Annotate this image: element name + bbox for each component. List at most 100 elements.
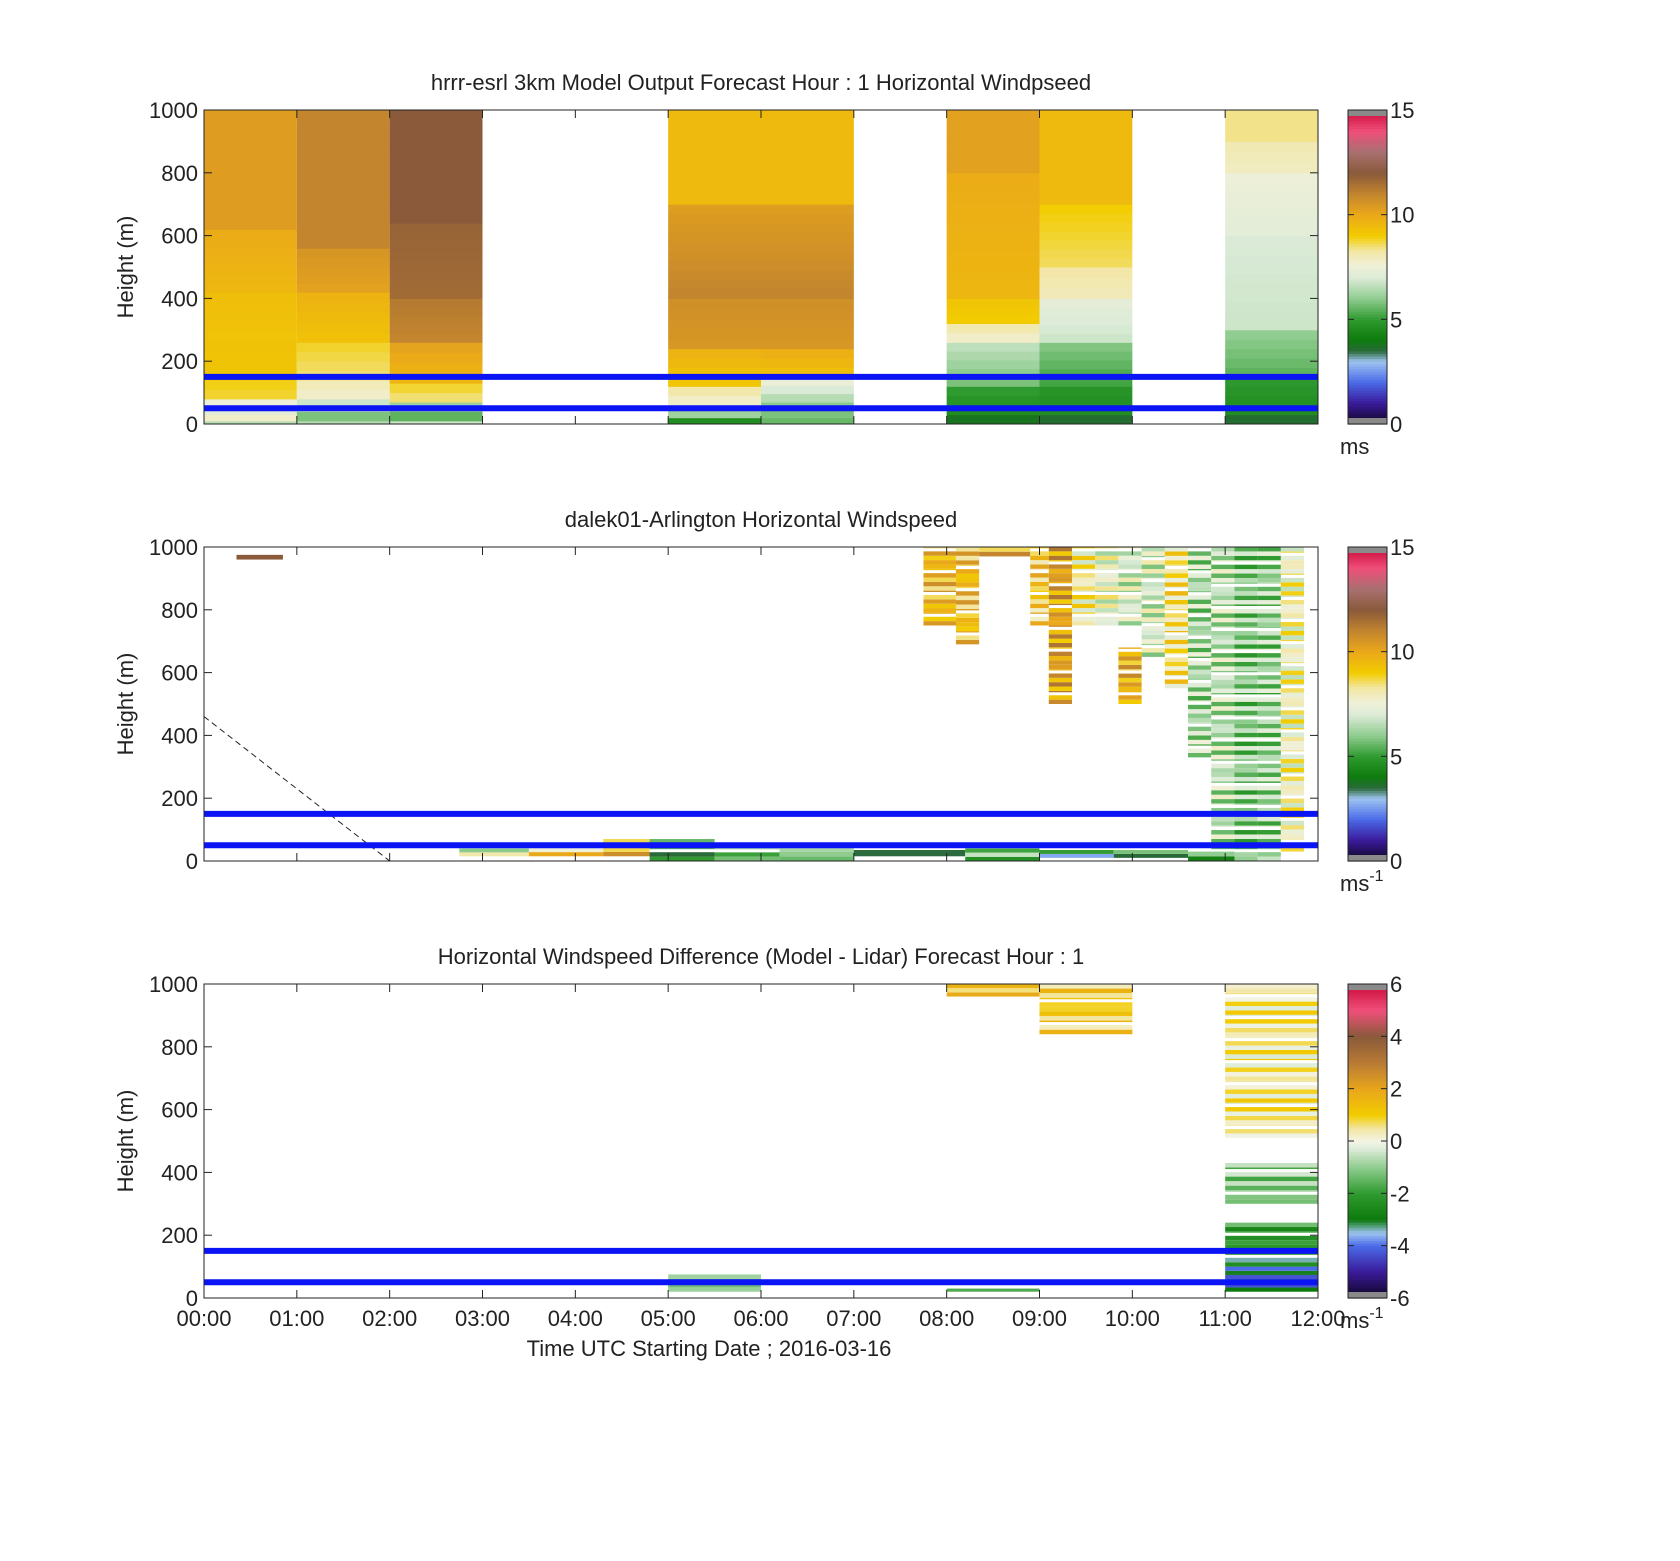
colorbar-swatch bbox=[1348, 335, 1387, 339]
heat-cell bbox=[1071, 547, 1096, 549]
heat-cell bbox=[668, 204, 761, 215]
heat-cell bbox=[1118, 555, 1142, 561]
heat-cell bbox=[1280, 661, 1305, 664]
colorbar-swatch bbox=[1348, 1099, 1387, 1103]
colorbar-swatch bbox=[1348, 253, 1387, 258]
colorbar-swatch bbox=[1348, 1161, 1387, 1166]
colorbar-swatch bbox=[1348, 989, 1387, 993]
heat-cell bbox=[761, 223, 854, 233]
heat-cell bbox=[946, 110, 1040, 120]
heat-cell bbox=[1280, 780, 1305, 786]
heat-cell bbox=[528, 847, 604, 853]
heat-cell bbox=[1039, 351, 1133, 361]
colorbar-swatch bbox=[1348, 157, 1387, 161]
colorbar-swatch bbox=[1348, 1243, 1387, 1247]
heat-cell bbox=[1188, 669, 1212, 675]
heat-cell bbox=[1225, 320, 1318, 331]
heat-cell bbox=[1039, 1015, 1133, 1021]
heat-cell bbox=[1118, 590, 1142, 592]
colorbar-swatch bbox=[1348, 557, 1387, 561]
colorbar-swatch bbox=[1348, 303, 1387, 307]
heat-cell bbox=[1234, 679, 1258, 685]
colorbar-swatch bbox=[1348, 1096, 1387, 1100]
heat-cell bbox=[761, 157, 854, 168]
heat-cell bbox=[761, 166, 854, 177]
heat-cell bbox=[668, 417, 761, 425]
heat-cell bbox=[1234, 547, 1258, 552]
heat-cell bbox=[1280, 750, 1305, 752]
colorbar-swatch bbox=[1348, 758, 1387, 763]
heat-cell bbox=[1225, 1266, 1318, 1271]
heat-cell bbox=[955, 613, 980, 618]
colorbar-swatch bbox=[1348, 1054, 1387, 1058]
heat-cell bbox=[1118, 686, 1142, 691]
heat-cell bbox=[1030, 599, 1049, 604]
heat-cell bbox=[1095, 612, 1119, 614]
heat-cell bbox=[1141, 577, 1165, 580]
heat-cell bbox=[389, 213, 483, 224]
heat-cell bbox=[1225, 1019, 1318, 1024]
heat-cell bbox=[946, 414, 1040, 425]
heat-cell bbox=[955, 555, 980, 561]
heat-cell bbox=[1280, 622, 1305, 627]
colorbar-swatch bbox=[1348, 1036, 1387, 1040]
heat-cell bbox=[761, 128, 854, 139]
heat-cell bbox=[1118, 560, 1142, 565]
colorbar-swatch bbox=[1348, 1133, 1387, 1137]
colorbar-swatch bbox=[1348, 664, 1387, 668]
heat-cell bbox=[923, 547, 956, 549]
heat-cell bbox=[1211, 781, 1235, 783]
heat-cell bbox=[1257, 547, 1281, 552]
colorbar-swatch bbox=[1348, 735, 1387, 739]
colorbar-swatch bbox=[1348, 146, 1387, 150]
heat-cell bbox=[853, 850, 966, 857]
heat-cell bbox=[389, 166, 483, 177]
heat-cell bbox=[1257, 799, 1281, 804]
heat-cell bbox=[714, 852, 780, 857]
heat-cell bbox=[1225, 1076, 1318, 1081]
heat-cell bbox=[1188, 608, 1212, 613]
heat-cell bbox=[779, 846, 854, 852]
heat-cell bbox=[1164, 547, 1189, 552]
colorbar-swatch bbox=[1348, 128, 1387, 132]
heat-cell bbox=[1188, 560, 1212, 565]
heat-cell bbox=[1039, 377, 1133, 387]
colorbar-swatch bbox=[1348, 1209, 1387, 1213]
heat-cell bbox=[1141, 564, 1165, 569]
colorbar-swatch bbox=[1348, 324, 1387, 328]
colorbar-swatch bbox=[1348, 1078, 1387, 1082]
heat-cell bbox=[1211, 644, 1235, 649]
colorbar-swatch bbox=[1348, 751, 1387, 755]
heat-cell bbox=[1234, 582, 1258, 584]
heat-cell bbox=[1234, 750, 1258, 755]
colorbar-swatch bbox=[1348, 329, 1387, 334]
colorbar-swatch bbox=[1348, 840, 1387, 844]
colorbar-swatch bbox=[1348, 238, 1387, 242]
colorbar-swatch bbox=[1348, 701, 1387, 705]
heat-cell bbox=[389, 298, 483, 308]
colorbar-swatch bbox=[1348, 298, 1387, 302]
heat-cell bbox=[1225, 386, 1318, 397]
colorbar-swatch bbox=[1348, 319, 1387, 323]
colorbar-swatch bbox=[1348, 1146, 1387, 1150]
heat-cell bbox=[1211, 759, 1235, 761]
heat-cell bbox=[1188, 731, 1212, 736]
heat-cell bbox=[1234, 763, 1258, 769]
heat-cell bbox=[946, 984, 1040, 989]
x-tick-label: 07:00 bbox=[826, 1306, 881, 1331]
heat-cell bbox=[946, 163, 1040, 174]
colorbar-swatch bbox=[1348, 1125, 1387, 1129]
heat-cell bbox=[1211, 772, 1235, 777]
heat-cell bbox=[1048, 594, 1072, 600]
colorbar-swatch bbox=[1348, 1141, 1387, 1145]
heat-cell bbox=[1234, 564, 1258, 570]
colorbar-swatch bbox=[1348, 774, 1387, 778]
colorbar-swatch bbox=[1348, 604, 1387, 608]
heat-cell bbox=[1234, 781, 1258, 783]
colorbar-swatch bbox=[1348, 1101, 1387, 1105]
heat-cell bbox=[1164, 591, 1189, 596]
colorbar-swatch bbox=[1348, 1028, 1387, 1032]
heat-cell bbox=[1048, 573, 1072, 578]
colorbar-swatch bbox=[1348, 1033, 1387, 1037]
heat-cell bbox=[389, 324, 483, 335]
